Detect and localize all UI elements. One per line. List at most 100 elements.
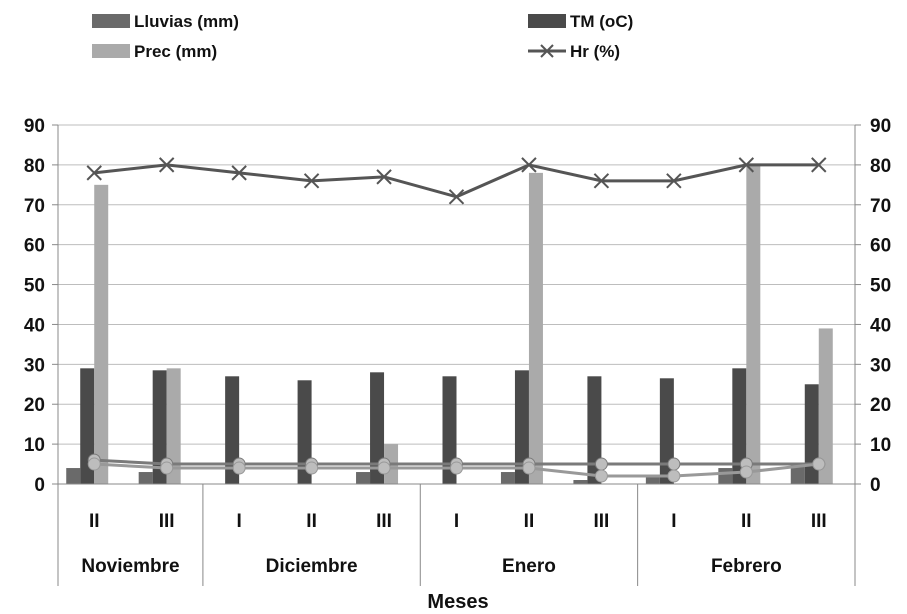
bar-lluvias — [500, 472, 515, 484]
x-category-label: I — [236, 511, 241, 532]
auxiliary-point — [87, 457, 101, 471]
y-tick-label-right: 70 — [870, 196, 891, 217]
bar-lluvias — [718, 468, 733, 484]
hr-point — [521, 157, 537, 173]
hr-point-stroke — [666, 173, 682, 189]
x-axis-title: Meses — [427, 591, 488, 613]
hr-point-stroke — [738, 157, 755, 173]
bar-tm — [514, 370, 529, 484]
x-group-label: Febrero — [711, 556, 782, 577]
y-tick-label-left: 80 — [24, 156, 45, 177]
y-tick-label-right: 0 — [870, 475, 881, 496]
x-category-label: I — [671, 511, 676, 532]
x-category-label: III — [811, 511, 827, 532]
legend-item: TM (oC) — [528, 12, 633, 31]
bar-tm — [587, 376, 602, 484]
bar-marks — [66, 164, 833, 485]
left-y-ticks: 0 10 20 30 40 50 60 70 80 90 — [24, 116, 45, 496]
hr-point — [448, 189, 465, 205]
hr-point — [738, 157, 755, 173]
hr-point — [666, 173, 682, 189]
bar-lluvias — [138, 472, 153, 484]
legend-swatch — [528, 14, 566, 28]
legend-label: Prec (mm) — [134, 42, 217, 61]
x-category-label: III — [159, 511, 175, 532]
legend-marker — [540, 44, 554, 58]
y-tick-label-left: 0 — [34, 475, 45, 496]
bar-tm — [370, 372, 385, 484]
legend-label: Lluvias (mm) — [134, 12, 239, 31]
auxiliary-point — [594, 457, 608, 471]
y-tick-label-left: 10 — [24, 435, 45, 456]
auxiliary-point — [667, 457, 681, 471]
y-tick-label-left: 30 — [24, 355, 45, 376]
legend: Lluvias (mm) Prec (mm) TM (oC) Hr (%) — [92, 12, 633, 61]
x-group-label: Diciembre — [266, 556, 358, 577]
auxiliary-point — [667, 469, 681, 483]
hr-point — [376, 169, 392, 185]
x-group-labels: Noviembre Diciembre Enero Febrero — [81, 556, 781, 577]
hr-point — [593, 173, 610, 189]
bar-prec — [166, 368, 181, 484]
y-tick-label-left: 50 — [24, 276, 45, 297]
hr-point — [158, 157, 175, 173]
auxiliary-point — [522, 461, 536, 475]
x-group-label: Enero — [502, 556, 556, 577]
legend-item: Prec (mm) — [92, 42, 217, 61]
auxiliary-point — [450, 461, 463, 475]
hr-point — [303, 173, 320, 189]
auxiliary-point — [377, 461, 391, 475]
bar-prec — [746, 164, 761, 484]
y-tick-label-right: 30 — [870, 355, 891, 376]
hr-point-stroke — [303, 173, 320, 189]
bar-lluvias — [790, 464, 805, 484]
bar-tm — [659, 378, 674, 484]
y-tick-label-left: 20 — [24, 395, 45, 416]
legend-label: TM (oC) — [570, 12, 633, 31]
x-category-label: III — [593, 511, 609, 532]
bar-prec — [818, 328, 833, 484]
legend-swatch — [92, 14, 130, 28]
hr-point-stroke — [231, 165, 247, 181]
auxiliary-point — [305, 461, 319, 475]
y-tick-label-left: 60 — [24, 236, 45, 257]
hr-point — [811, 157, 827, 173]
hr-point-stroke — [86, 165, 102, 181]
bar-tm — [297, 380, 312, 484]
hr-point — [86, 165, 102, 181]
bar-lluvias — [66, 468, 81, 484]
y-tick-label-left: 90 — [24, 116, 45, 137]
x-category-label: I — [454, 511, 459, 532]
x-category-label: II — [524, 511, 535, 532]
legend-label: Hr (%) — [570, 42, 620, 61]
hr-point-stroke — [521, 157, 537, 173]
hr-point-stroke — [448, 189, 465, 205]
x-category-labels: II III I II III I II III I II III — [89, 511, 827, 532]
y-tick-label-right: 60 — [870, 236, 891, 257]
hr-point-stroke — [376, 169, 392, 185]
hr-point-stroke — [593, 173, 610, 189]
y-tick-label-left: 40 — [24, 315, 45, 336]
x-category-label: II — [741, 511, 752, 532]
bar-lluvias — [356, 472, 371, 484]
hr-point — [231, 165, 247, 181]
gridlines — [58, 124, 855, 445]
y-tick-label-left: 70 — [24, 196, 45, 217]
x-group-label: Noviembre — [81, 556, 179, 577]
hr-line — [86, 157, 827, 205]
bar-tm — [442, 376, 457, 484]
hr-point-stroke — [158, 157, 175, 173]
bar-prec — [528, 172, 543, 484]
x-category-label: II — [306, 511, 317, 532]
auxiliary-point — [812, 457, 826, 471]
axes — [52, 124, 861, 586]
x-category-label: III — [376, 511, 392, 532]
x-category-label: II — [89, 511, 100, 532]
bar-tm — [152, 370, 167, 484]
y-tick-label-right: 40 — [870, 315, 891, 336]
y-tick-label-right: 80 — [870, 156, 891, 177]
auxiliary-point — [160, 461, 174, 475]
y-tick-label-right: 10 — [870, 435, 891, 456]
auxiliary-point — [739, 465, 753, 479]
